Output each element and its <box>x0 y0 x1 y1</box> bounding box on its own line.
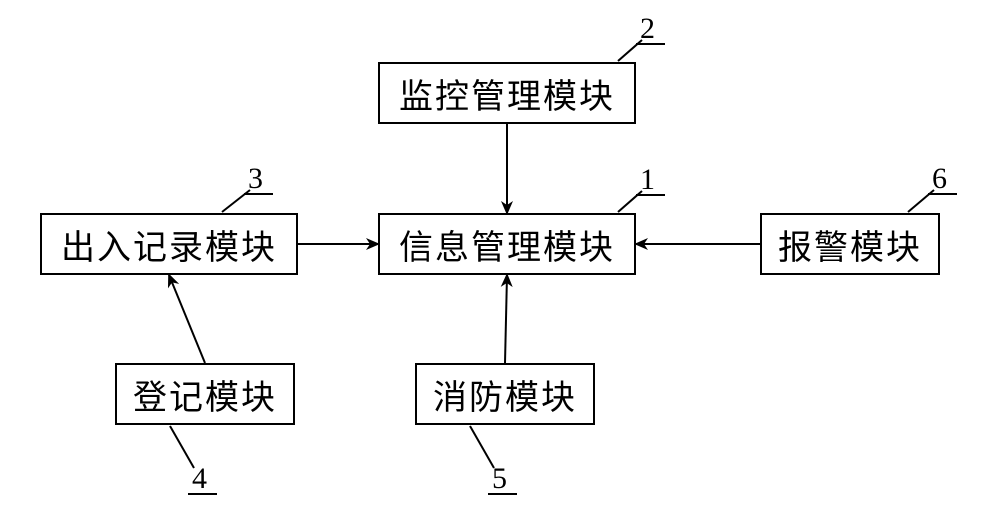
node-label: 监控管理模块 <box>399 69 615 118</box>
node-label: 报警模块 <box>778 220 922 269</box>
node-monitor-management: 监控管理模块 <box>378 62 636 124</box>
node-register: 登记模块 <box>115 363 295 425</box>
node-alarm: 报警模块 <box>760 213 940 275</box>
edge <box>169 275 205 363</box>
node-info-management: 信息管理模块 <box>378 213 636 275</box>
edge <box>505 275 507 363</box>
leader-line <box>170 426 194 468</box>
leader-line <box>222 190 250 212</box>
leader-line <box>618 191 642 212</box>
leader-line <box>618 40 642 61</box>
node-label: 消防模块 <box>433 370 577 419</box>
node-label: 信息管理模块 <box>399 220 615 269</box>
diagram-canvas: 信息管理模块 监控管理模块 出入记录模块 登记模块 消防模块 报警模块 1 2 … <box>0 0 1000 514</box>
number-label-3: 3 <box>248 162 263 196</box>
number-label-2: 2 <box>640 12 655 46</box>
number-label-1: 1 <box>640 163 655 197</box>
leader-line <box>470 426 494 468</box>
node-access-record: 出入记录模块 <box>40 213 298 275</box>
node-label: 登记模块 <box>133 370 277 419</box>
number-label-4: 4 <box>192 462 207 496</box>
node-label: 出入记录模块 <box>61 220 277 269</box>
number-label-5: 5 <box>492 462 507 496</box>
number-label-6: 6 <box>932 162 947 196</box>
node-fire: 消防模块 <box>415 363 595 425</box>
leader-line <box>908 190 934 212</box>
